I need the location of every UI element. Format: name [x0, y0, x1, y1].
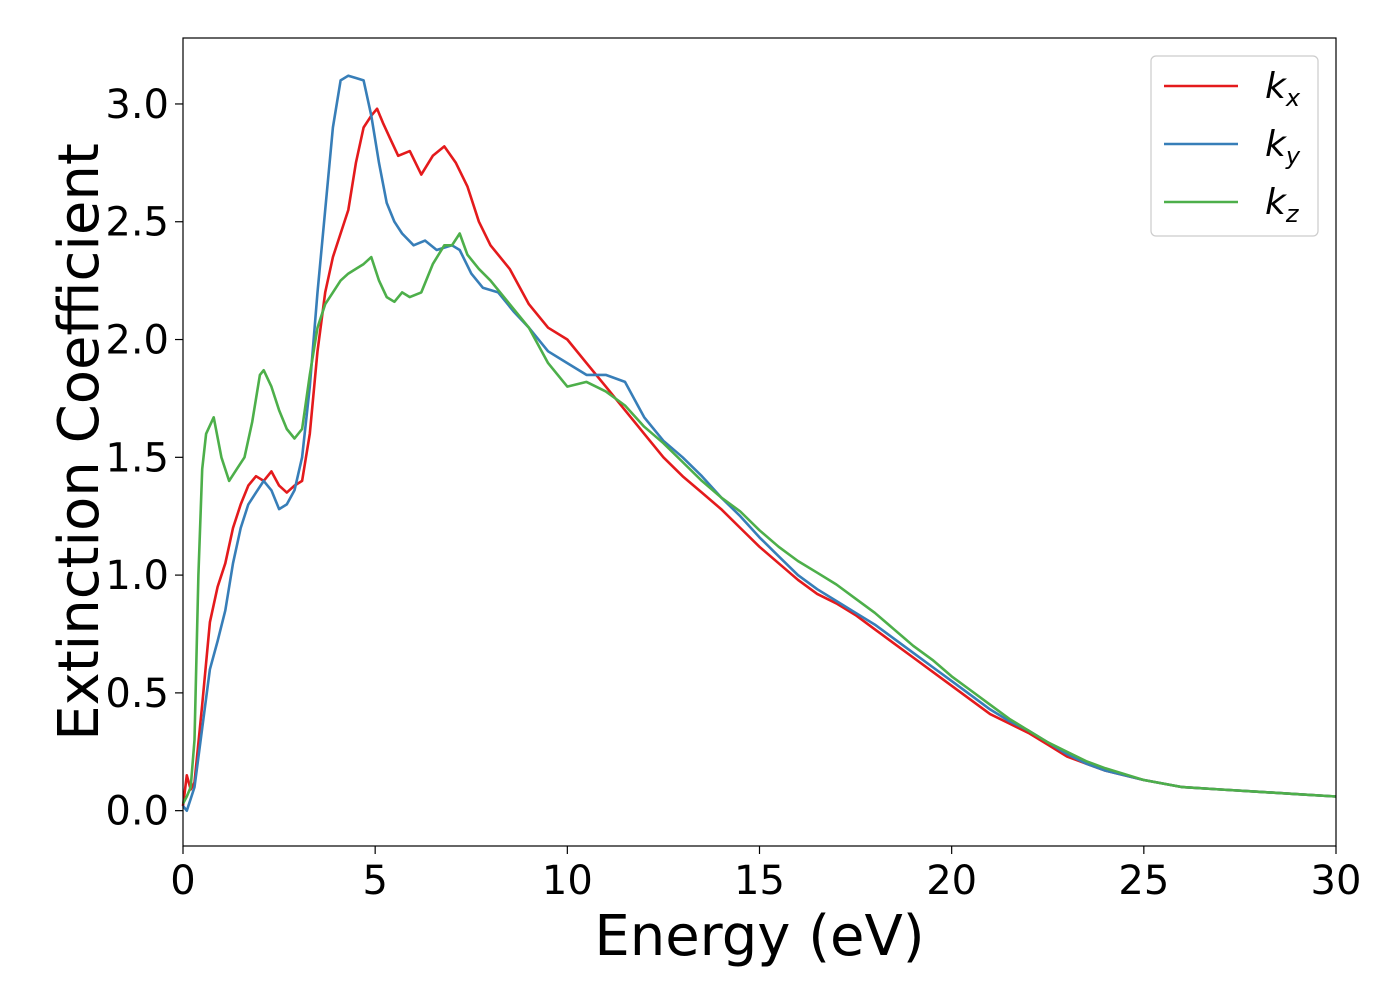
x-tick-label: 30 — [1311, 858, 1362, 904]
y-tick-label: 0.5 — [105, 671, 169, 717]
x-axis: 0 5 10 15 20 25 30 — [170, 846, 1361, 904]
series-line-x — [181, 107, 1337, 807]
legend-box — [1150, 55, 1319, 237]
x-axis-title: Energy (eV) — [594, 904, 924, 969]
y-tick-label: 2.0 — [105, 318, 169, 364]
y-axis: 0.0 0.5 1.0 1.5 2.0 2.5 3.0 — [105, 82, 183, 835]
y-tick-label: 3.0 — [105, 82, 169, 128]
x-tick-label: 20 — [926, 858, 977, 904]
legend-label-y: ky — [1265, 124, 1301, 170]
x-tick-label: 5 — [362, 858, 387, 904]
y-tick-label: 0.0 — [105, 789, 169, 835]
x-tick-label: 0 — [170, 858, 195, 904]
legend: kx ky kz — [1150, 55, 1319, 237]
series-line-y — [181, 74, 1337, 812]
legend-label-z: kz — [1265, 182, 1300, 228]
series-line-z — [181, 232, 1337, 805]
x-tick-label: 10 — [542, 858, 593, 904]
y-tick-label: 2.5 — [105, 200, 169, 246]
plot-lines — [181, 74, 1337, 812]
y-tick-label: 1.0 — [105, 553, 169, 599]
y-tick-label: 1.5 — [105, 435, 169, 481]
legend-label-x: kx — [1265, 66, 1301, 112]
x-tick-label: 15 — [734, 858, 785, 904]
y-axis-title: Extinction Coefficient — [47, 143, 112, 741]
x-tick-label: 25 — [1118, 858, 1169, 904]
